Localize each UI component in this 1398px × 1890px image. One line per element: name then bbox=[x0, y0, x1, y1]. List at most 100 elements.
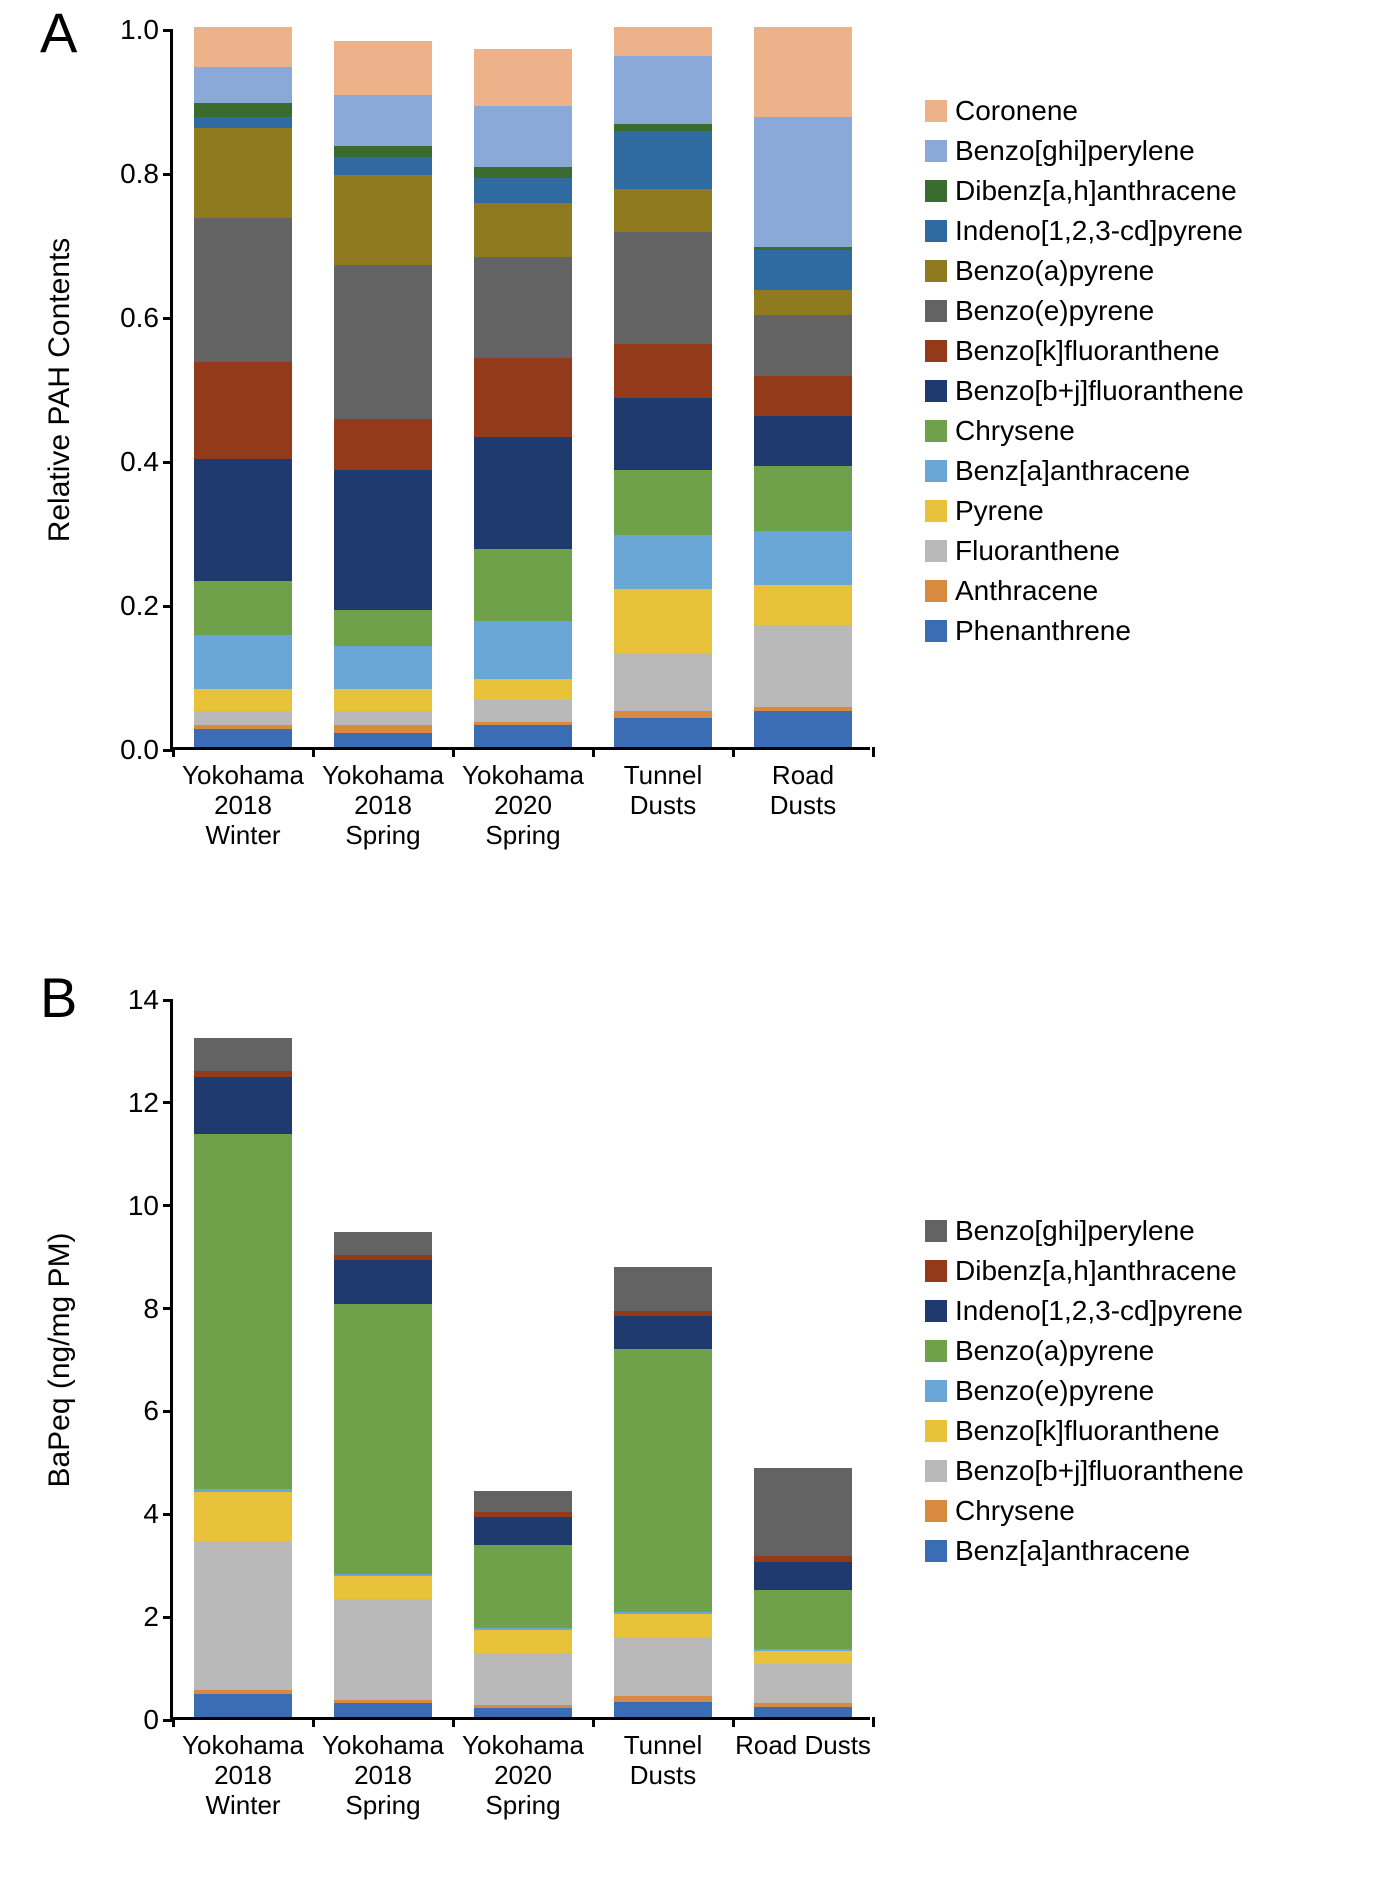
y-tick-label: 0.6 bbox=[120, 302, 173, 334]
bar-segment bbox=[194, 27, 292, 67]
bar-segment bbox=[334, 1703, 432, 1717]
bar-segment bbox=[194, 117, 292, 128]
bar-segment bbox=[474, 1705, 572, 1708]
legend-label: Benzo[b+j]fluoranthene bbox=[955, 375, 1244, 407]
bar-segment bbox=[334, 1260, 432, 1304]
y-tick-label: 2 bbox=[143, 1601, 173, 1633]
legend-item: Benzo(a)pyrene bbox=[925, 255, 1244, 287]
legend-item: Indeno[1,2,3-cd]pyrene bbox=[925, 215, 1244, 247]
bar-segment bbox=[614, 589, 712, 654]
bar-segment bbox=[754, 247, 852, 251]
bar-group bbox=[194, 27, 292, 747]
bar-segment bbox=[194, 1690, 292, 1694]
legend-item: Dibenz[a,h]anthracene bbox=[925, 1255, 1244, 1287]
legend-label: Indeno[1,2,3-cd]pyrene bbox=[955, 215, 1243, 247]
legend-label: Coronene bbox=[955, 95, 1078, 127]
bar-segment bbox=[754, 1590, 852, 1649]
x-category-label: Road Dusts bbox=[730, 747, 877, 821]
x-tick bbox=[872, 1717, 875, 1727]
legend-item: Phenanthrene bbox=[925, 615, 1244, 647]
legend-item: Benzo[ghi]perylene bbox=[925, 1215, 1244, 1247]
x-category-label: Yokohama 2018 Spring bbox=[310, 747, 457, 851]
bar-segment bbox=[474, 1517, 572, 1545]
bar-segment bbox=[334, 1599, 432, 1699]
bar-segment bbox=[614, 189, 712, 232]
bar-segment bbox=[474, 725, 572, 747]
bar-segment bbox=[474, 437, 572, 549]
bar-segment bbox=[614, 344, 712, 398]
x-tick bbox=[172, 1717, 175, 1727]
legend-label: Indeno[1,2,3-cd]pyrene bbox=[955, 1295, 1243, 1327]
bar-segment bbox=[194, 1038, 292, 1071]
bar-segment bbox=[754, 117, 852, 247]
panel-b-label: B bbox=[40, 965, 77, 1030]
bar-segment bbox=[474, 178, 572, 203]
bar-segment bbox=[474, 1545, 572, 1627]
bar-segment bbox=[754, 250, 852, 290]
x-category-label: Yokohama 2018 Spring bbox=[310, 1717, 457, 1821]
bar-segment bbox=[194, 689, 292, 711]
bar-segment bbox=[334, 95, 432, 145]
bar-group bbox=[754, 997, 852, 1717]
bar-segment bbox=[754, 1664, 852, 1703]
legend-label: Benzo[ghi]perylene bbox=[955, 135, 1195, 167]
legend-item: Chrysene bbox=[925, 1495, 1244, 1527]
y-tick-label: 8 bbox=[143, 1293, 173, 1325]
legend-item: Benz[a]anthracene bbox=[925, 1535, 1244, 1567]
y-tick-label: 1.0 bbox=[120, 14, 173, 46]
panel-b-plot: 02468101214Yokohama 2018 WinterYokohama … bbox=[170, 1000, 870, 1720]
bar-segment bbox=[194, 1694, 292, 1717]
bar-segment bbox=[474, 203, 572, 257]
legend-swatch bbox=[925, 1260, 947, 1282]
legend-swatch bbox=[925, 220, 947, 242]
bar-segment bbox=[194, 581, 292, 635]
legend-item: Benzo[b+j]fluoranthene bbox=[925, 1455, 1244, 1487]
bar-segment bbox=[194, 725, 292, 729]
bar-segment bbox=[614, 535, 712, 589]
y-tick-label: 14 bbox=[128, 984, 173, 1016]
bar-segment bbox=[754, 1468, 852, 1555]
legend-item: Coronene bbox=[925, 95, 1244, 127]
bar-segment bbox=[474, 679, 572, 701]
legend-item: Benzo[k]fluoranthene bbox=[925, 1415, 1244, 1447]
bar-segment bbox=[334, 1232, 432, 1255]
bar-segment bbox=[334, 1576, 432, 1599]
legend-label: Dibenz[a,h]anthracene bbox=[955, 1255, 1237, 1287]
x-tick bbox=[452, 747, 455, 757]
bar-segment bbox=[194, 729, 292, 747]
bar-segment bbox=[474, 1628, 572, 1631]
legend-label: Benzo[b+j]fluoranthene bbox=[955, 1455, 1244, 1487]
x-category-label: Yokohama 2018 Winter bbox=[170, 1717, 317, 1821]
legend-item: Chrysene bbox=[925, 415, 1244, 447]
x-category-label: Yokohama 2018 Winter bbox=[170, 747, 317, 851]
bar-segment bbox=[194, 1077, 292, 1134]
bar-segment bbox=[334, 470, 432, 610]
bar-segment bbox=[474, 621, 572, 679]
bar-segment bbox=[614, 718, 712, 747]
legend-swatch bbox=[925, 1500, 947, 1522]
bar-segment bbox=[614, 27, 712, 56]
legend-swatch bbox=[925, 180, 947, 202]
bar-segment bbox=[194, 1071, 292, 1077]
y-tick-label: 0.8 bbox=[120, 158, 173, 190]
bar-segment bbox=[614, 1311, 712, 1316]
x-tick bbox=[592, 747, 595, 757]
bar-group bbox=[614, 27, 712, 747]
panel-a-plot: 0.00.20.40.60.81.0Yokohama 2018 WinterYo… bbox=[170, 30, 870, 750]
bar-segment bbox=[474, 167, 572, 178]
bar-segment bbox=[614, 1612, 712, 1615]
bar-segment bbox=[474, 106, 572, 167]
bar-segment bbox=[334, 146, 432, 157]
legend-item: Dibenz[a,h]anthracene bbox=[925, 175, 1244, 207]
bar-segment bbox=[334, 733, 432, 747]
bar-segment bbox=[754, 416, 852, 466]
legend-swatch bbox=[925, 100, 947, 122]
bar-segment bbox=[194, 128, 292, 218]
bar-segment bbox=[194, 1489, 292, 1492]
legend-swatch bbox=[925, 1220, 947, 1242]
bar-segment bbox=[334, 175, 432, 265]
x-category-label: Yokohama 2020 Spring bbox=[450, 747, 597, 851]
bar-segment bbox=[754, 27, 852, 117]
legend-item: Benzo[b+j]fluoranthene bbox=[925, 375, 1244, 407]
bar-segment bbox=[474, 722, 572, 726]
